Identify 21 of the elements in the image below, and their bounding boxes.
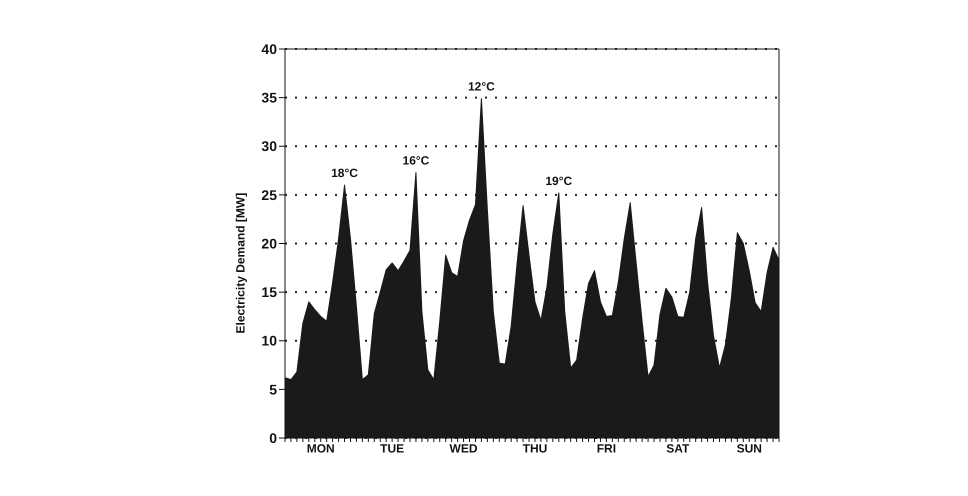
y-tick-label: 20: [261, 235, 278, 252]
y-tick-label: 35: [261, 90, 278, 106]
x-tick-label: THU: [522, 442, 548, 456]
y-tick-label: 25: [261, 186, 278, 203]
x-tick-label: FRI: [596, 442, 616, 456]
y-axis-title: Electricity Demand [MW]: [233, 192, 248, 334]
y-tick-label: 0: [269, 430, 278, 446]
annotation: 18°C: [331, 166, 358, 180]
x-tick-label: TUE: [380, 442, 404, 456]
y-tick-label: 40: [261, 40, 278, 57]
x-tick-label: SUN: [736, 442, 762, 456]
x-tick-label: MON: [306, 442, 335, 456]
annotation: 12°C: [468, 80, 496, 94]
annotation: 16°C: [402, 154, 430, 168]
y-tick-label: 5: [269, 381, 278, 398]
x-tick-label: SAT: [666, 442, 690, 456]
x-tick-label: WED: [450, 442, 478, 456]
y-tick-label: 30: [261, 138, 278, 154]
y-tick-label: 15: [261, 284, 278, 300]
y-tick-label: 10: [261, 332, 278, 349]
annotation: 19°C: [545, 174, 573, 188]
